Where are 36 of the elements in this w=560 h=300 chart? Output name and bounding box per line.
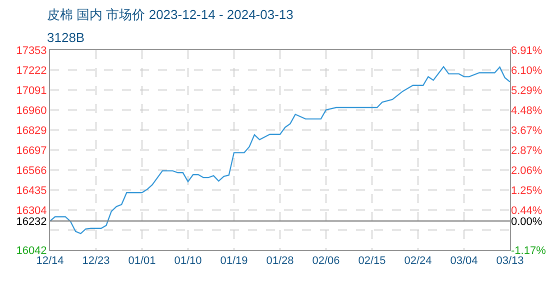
x-tick-label: 12/23 bbox=[82, 255, 110, 268]
y2-tick-label: 0.44% bbox=[511, 205, 542, 217]
x-tick-label: 02/15 bbox=[358, 255, 386, 268]
x-tick-label: 02/24 bbox=[404, 255, 432, 268]
y2-tick-label: 2.87% bbox=[511, 144, 542, 157]
y-tick-label: 17091 bbox=[16, 84, 47, 97]
y-tick-label: 16232 bbox=[16, 216, 47, 228]
y-tick-label: 17222 bbox=[16, 64, 47, 77]
y2-tick-label: 6.91% bbox=[511, 44, 542, 57]
y-tick-label: 16435 bbox=[16, 184, 47, 197]
y-tick-label: 16042 bbox=[16, 244, 47, 257]
x-tick-label: 01/10 bbox=[174, 255, 202, 268]
y-tick-label: 16829 bbox=[16, 124, 47, 137]
y2-tick-label: -1.17% bbox=[511, 244, 546, 257]
y2-tick-label: 4.48% bbox=[511, 105, 542, 117]
x-tick-label: 02/06 bbox=[312, 255, 340, 268]
y2-tick-label: 2.06% bbox=[511, 164, 542, 177]
y2-tick-label: 0.00% bbox=[511, 216, 542, 228]
y-tick-label: 16960 bbox=[16, 104, 47, 117]
x-tick-label: 03/04 bbox=[450, 255, 478, 268]
y-tick-label: 16697 bbox=[16, 144, 47, 157]
x-tick-label: 01/01 bbox=[128, 255, 156, 268]
x-tick-label: 12/14 bbox=[36, 255, 64, 268]
chart-subtitle: 3128B bbox=[47, 30, 85, 45]
y2-tick-label: 3.67% bbox=[511, 125, 542, 138]
x-tick-label: 03/13 bbox=[496, 255, 524, 268]
y-tick-label: 16566 bbox=[16, 164, 47, 177]
y-tick-label: 17353 bbox=[16, 44, 47, 57]
line-series bbox=[50, 66, 510, 234]
y-tick-label: 16304 bbox=[16, 204, 47, 217]
chart-title: 皮棉 国内 市场价 2023-12-14 - 2024-03-13 bbox=[47, 7, 294, 22]
y2-tick-label: 6.10% bbox=[511, 64, 542, 77]
y2-tick-label: 1.25% bbox=[511, 184, 542, 197]
x-tick-label: 01/28 bbox=[266, 255, 294, 268]
y2-tick-label: 5.29% bbox=[511, 84, 542, 97]
x-tick-label: 01/19 bbox=[220, 255, 248, 268]
